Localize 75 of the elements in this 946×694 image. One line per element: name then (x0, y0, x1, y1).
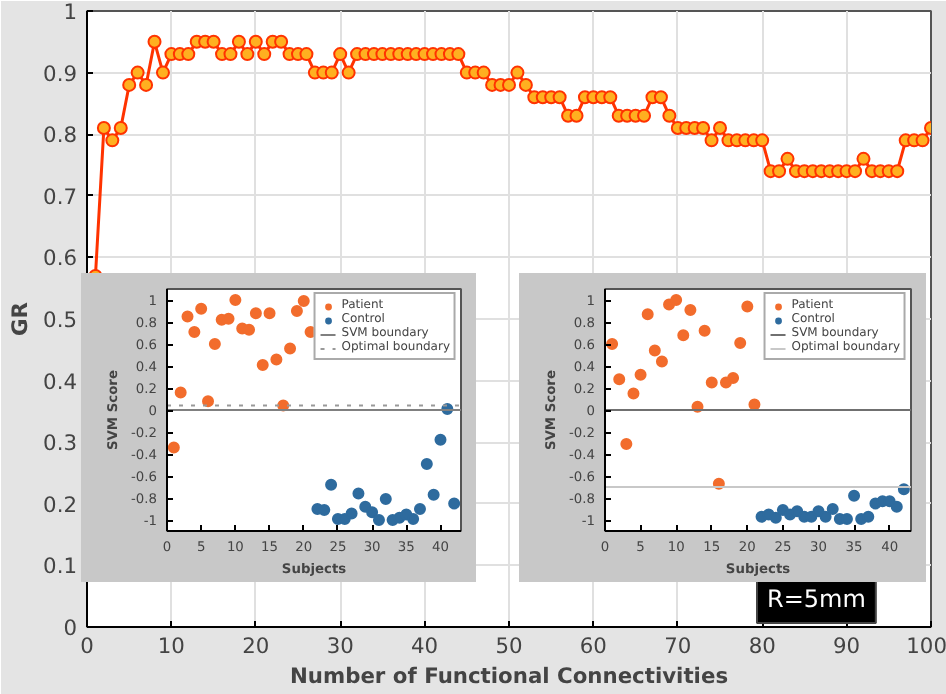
x-axis-title: Number of Functional Connectivities (289, 663, 729, 689)
x-tick-label: 50 (495, 633, 523, 659)
x-tick-label: 70 (664, 633, 692, 659)
x-tick-label: 100 (906, 633, 946, 659)
point (734, 336, 747, 349)
point (670, 294, 683, 306)
point (270, 353, 283, 366)
point (229, 294, 242, 306)
point (256, 358, 269, 371)
point (769, 511, 782, 524)
point (434, 433, 447, 446)
point (677, 329, 690, 342)
point (819, 510, 832, 523)
point (290, 305, 303, 317)
y-axis-title: GR (7, 302, 34, 336)
point (181, 310, 194, 323)
y-tick-label: 0 (63, 615, 78, 641)
point (249, 307, 262, 320)
point (372, 514, 385, 526)
point (698, 324, 711, 337)
point (366, 506, 379, 519)
point (705, 376, 718, 389)
y-tick-label: 0.2 (43, 491, 78, 518)
point (862, 510, 875, 523)
annotation: R=5mm (767, 585, 866, 613)
point (427, 488, 440, 501)
y-tick-label: 0.9 (43, 60, 78, 87)
point (208, 338, 221, 350)
x-tick-label: 60 (579, 633, 608, 659)
point (420, 457, 433, 470)
point (684, 303, 697, 316)
point (174, 386, 187, 399)
point (167, 441, 180, 454)
point (655, 355, 668, 368)
point (202, 395, 215, 408)
y-tick-label: 0.7 (43, 183, 78, 210)
y-tick-label: 0.3 (43, 430, 78, 457)
point (741, 300, 754, 313)
x-tick-label: 0 (80, 633, 95, 659)
y-tick-label: 0.1 (43, 553, 78, 580)
point (407, 512, 420, 525)
point (352, 487, 365, 500)
x-tick-label: 80 (748, 633, 777, 659)
point (890, 500, 903, 513)
point (188, 325, 201, 338)
y-tick-label: 0.4 (43, 368, 78, 395)
y-tick-label: 0.6 (43, 245, 78, 272)
point (284, 342, 297, 355)
point (413, 503, 426, 515)
y-tick-label: 1 (63, 0, 77, 25)
point (727, 372, 740, 385)
point (297, 295, 310, 308)
point (325, 478, 338, 491)
point (627, 387, 640, 400)
point (345, 507, 358, 520)
y-tick-label: 0.5 (43, 307, 78, 333)
point (648, 344, 661, 357)
point (195, 302, 208, 315)
point (606, 338, 619, 350)
point (613, 373, 626, 386)
point (620, 438, 633, 451)
point (263, 307, 276, 320)
x-tick-label: 90 (833, 633, 861, 659)
x-tick-label: 40 (411, 633, 439, 659)
x-tick-label: 10 (157, 633, 186, 659)
point (634, 368, 647, 381)
point (448, 497, 461, 510)
x-tick-label: 30 (326, 633, 355, 659)
x-tick-label: 20 (242, 633, 270, 659)
point (826, 503, 839, 515)
y-tick-label: 0.8 (43, 122, 78, 149)
point (641, 308, 654, 321)
point (848, 489, 861, 502)
point (243, 323, 256, 336)
point (379, 493, 392, 506)
